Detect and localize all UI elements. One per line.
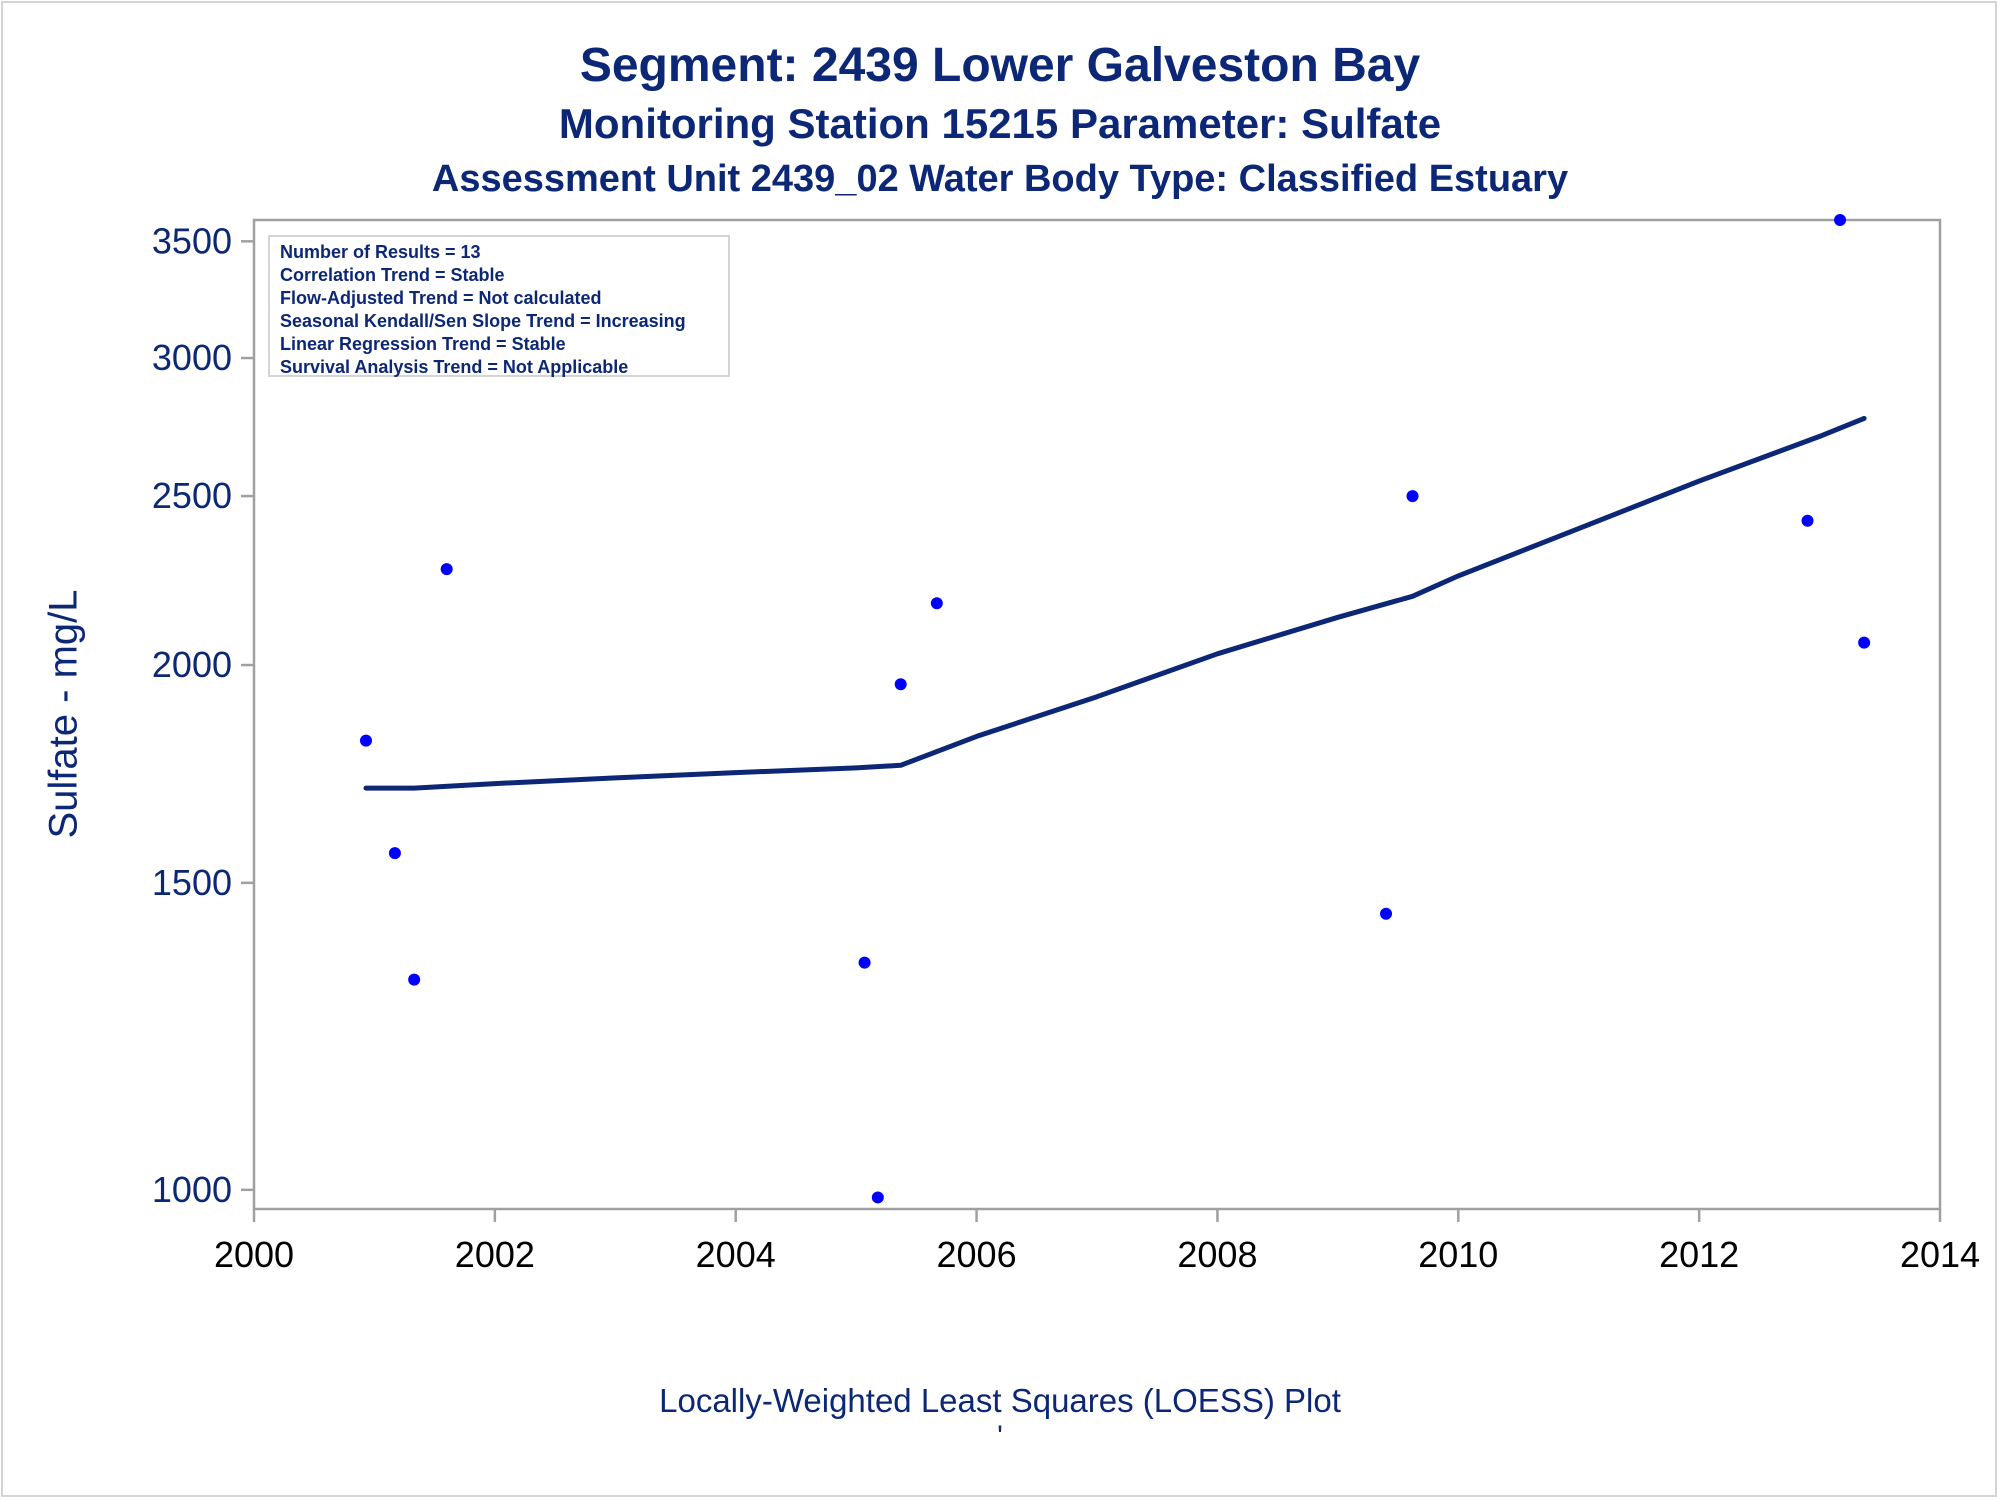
data-point — [440, 563, 453, 576]
stats-line-survival: Survival Analysis Trend = Not Applicable — [280, 357, 629, 377]
chart-subtitle: Monitoring Station 15215 Parameter: Sulf… — [558, 100, 1442, 147]
x-axis: 2000 2002 2004 2006 2008 2010 2012 2014 — [214, 1209, 1980, 1275]
y-tick-label: 2000 — [152, 644, 232, 685]
stats-line-results: Number of Results = 13 — [280, 242, 481, 262]
y-axis: 1000 1500 2000 2500 3000 3500 — [152, 220, 254, 1210]
series-layer — [359, 214, 1871, 1204]
stats-line-linear-regression: Linear Regression Trend = Stable — [280, 334, 566, 354]
data-point — [894, 678, 907, 691]
data-point — [871, 1191, 884, 1204]
y-tick-label: 1500 — [152, 862, 232, 903]
x-tick-label: 2006 — [937, 1234, 1017, 1275]
x-tick-label: 2000 — [214, 1234, 294, 1275]
x-tick-label: 2008 — [1177, 1234, 1257, 1275]
stats-line-flow-adjusted: Flow-Adjusted Trend = Not calculated — [280, 288, 602, 308]
y-tick-label: 3000 — [152, 337, 232, 378]
y-tick-label: 3500 — [152, 220, 232, 261]
data-point — [408, 973, 421, 986]
data-point — [1406, 490, 1419, 503]
x-tick-label: 2012 — [1659, 1234, 1739, 1275]
data-point — [388, 847, 401, 860]
x-axis-title: Locally-Weighted Least Squares (LOESS) P… — [659, 1382, 1341, 1419]
x-tick-label: 2010 — [1418, 1234, 1498, 1275]
stats-line-seasonal-kendall: Seasonal Kendall/Sen Slope Trend = Incre… — [280, 311, 686, 331]
chart-title: Segment: 2439 Lower Galveston Bay — [579, 39, 1421, 92]
data-point — [1380, 907, 1393, 920]
data-point — [1858, 636, 1871, 649]
data-point — [1834, 214, 1847, 226]
data-point — [1801, 514, 1814, 527]
footnote: ' — [997, 1420, 1003, 1453]
data-point — [930, 597, 943, 610]
data-point — [858, 956, 871, 969]
x-tick-label: 2014 — [1900, 1234, 1980, 1275]
stats-line-correlation: Correlation Trend = Stable — [280, 265, 505, 285]
y-tick-label: 1000 — [152, 1169, 232, 1210]
chart-subtitle-2: Assessment Unit 2439_02 Water Body Type:… — [431, 158, 1569, 200]
loess-trend-line — [363, 415, 1867, 791]
data-point — [359, 734, 372, 747]
plot-area-frame — [252, 218, 1942, 1211]
x-tick-label: 2004 — [696, 1234, 776, 1275]
y-tick-label: 2500 — [152, 475, 232, 516]
stats-box: Number of Results = 13 Correlation Trend… — [268, 235, 730, 377]
y-axis-title: Sulfate - mg/L — [41, 589, 86, 839]
x-tick-label: 2002 — [455, 1234, 535, 1275]
